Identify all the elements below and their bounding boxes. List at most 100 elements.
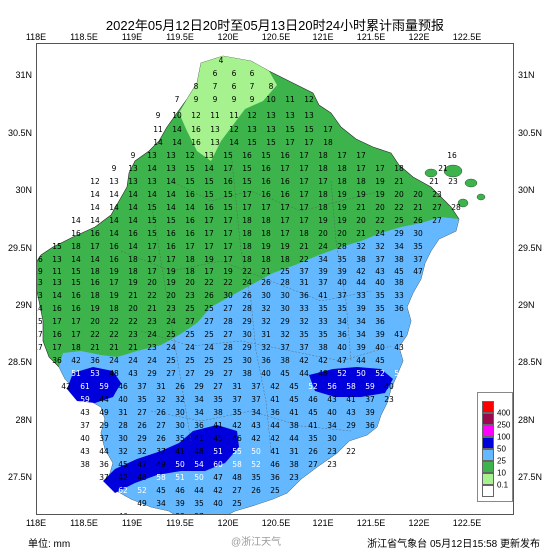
rainfall-value: 16 [280,151,290,160]
rainfall-value: 45 [156,486,166,495]
rainfall-value: 18 [261,229,271,238]
rainfall-value: 34 [318,255,328,264]
x-tick-label: 118E [25,518,47,528]
rainfall-value: 35 [137,395,147,404]
rainfall-value: 38 [213,408,223,417]
rainfall-value: 40 [337,278,347,287]
rainfall-value: 17 [223,229,233,238]
rainfall-value: 23 [384,395,394,404]
rainfall-value: 32 [156,395,166,404]
rainfall-value: 16 [191,125,201,134]
rainfall-value: 27 [223,369,233,378]
rainfall-value: 18 [90,291,100,300]
rainfall-value: 17 [280,216,290,225]
rainfall-value: 30 [261,291,271,300]
rainfall-value: 17 [204,267,214,276]
rainfall-value: 14 [109,229,119,238]
rainfall-value: 37 [299,343,309,352]
rainfall-value: 29 [137,434,147,443]
rainfall-value: 17 [242,203,252,212]
rainfall-value: 35 [175,434,185,443]
rainfall-value: 29 [346,421,356,430]
rainfall-value: 16 [185,229,195,238]
rainfall-value: 17 [204,242,214,251]
rainfall-value: 18 [90,267,100,276]
rainfall-value: 30 [280,304,290,313]
legend-swatch [482,437,494,449]
rainfall-value: 46 [118,382,128,391]
rainfall-value: 34 [356,317,366,326]
rainfall-value: 17 [299,203,309,212]
legend-swatch [482,425,494,437]
rainfall-value: 18 [128,255,138,264]
rainfall-value: 21 [413,203,423,212]
rainfall-value: 19 [223,267,233,276]
rainfall-value: 24 [166,317,176,326]
rainfall-value: 58 [346,382,356,391]
rainfall-value: 41 [308,421,318,430]
rainfall-value: 15 [147,216,157,225]
x-tick-label: 120E [217,32,239,42]
rainfall-value: 49 [99,408,109,417]
rainfall-value: 45 [375,356,385,365]
rainfall-value: 35 [318,304,328,313]
rainfall-value: 14 [52,291,62,300]
x-tick-label: 121E [312,518,334,528]
rainfall-value: 24 [204,343,214,352]
rainfall-value: 21 [128,291,138,300]
rainfall-value: 14 [166,190,176,199]
rainfall-value: 14 [109,203,119,212]
rainfall-value: 23 [432,190,442,199]
rainfall-value: 35 [375,291,385,300]
rainfall-value: 20 [90,317,100,326]
rainfall-value: 12 [90,177,100,186]
unit-label: 单位: mm [28,539,71,550]
rainfall-value: 24 [318,242,328,251]
rainfall-value: 16 [71,304,81,313]
rainfall-value: 17 [299,216,309,225]
rainfall-value: 17 [375,164,385,173]
rainfall-value: 13 [128,177,138,186]
rainfall-value: 16 [185,216,195,225]
rainfall-value: 17 [223,242,233,251]
legend-swatch [482,401,494,413]
rainfall-value: 34 [327,421,337,430]
rainfall-value: 45 [394,267,404,276]
rainfall-value: 21 [109,343,119,352]
rainfall-value: 17 [204,229,214,238]
rainfall-value: 11 [153,125,163,134]
rainfall-value: 52 [337,369,347,378]
legend-level-label: 10 [497,468,506,478]
rainfall-value: 43 [346,408,356,417]
rainfall-value: 41 [270,395,280,404]
rainfall-value: 17 [37,343,43,352]
rainfall-value: 22 [223,278,233,287]
rainfall-value: 36 [99,460,109,469]
moderate-rain-zone [59,217,459,514]
rainfall-value: 16 [52,304,62,313]
rainfall-value: 42 [232,421,242,430]
rainfall-value: 34 [394,242,404,251]
rainfall-value: 19 [337,216,347,225]
rainfall-value: 41 [213,421,223,430]
rainfall-value: 27 [185,317,195,326]
rainfall-value: 43 [394,343,404,352]
legend-level-label: 0.1 [497,480,509,490]
rainfall-value: 13 [266,111,276,120]
rainfall-value: 13 [109,177,119,186]
rainfall-value: 37 [137,382,147,391]
rainfall-value: 12 [229,125,239,134]
rainfall-value: 18 [394,164,404,173]
rainfall-value: 37 [365,395,375,404]
x-tick-label: 118.5E [70,32,98,42]
rainfall-value: 46 [232,434,242,443]
rainfall-value: 12 [191,111,201,120]
rainfall-value: 8 [269,82,274,91]
rainfall-value: 15 [247,138,257,147]
rainfall-value: 17 [223,216,233,225]
rainfall-value: 21 [90,343,100,352]
rainfall-value: 18 [71,242,81,251]
y-tick-label: 29N [518,300,535,310]
rainfall-value: 59 [80,395,90,404]
